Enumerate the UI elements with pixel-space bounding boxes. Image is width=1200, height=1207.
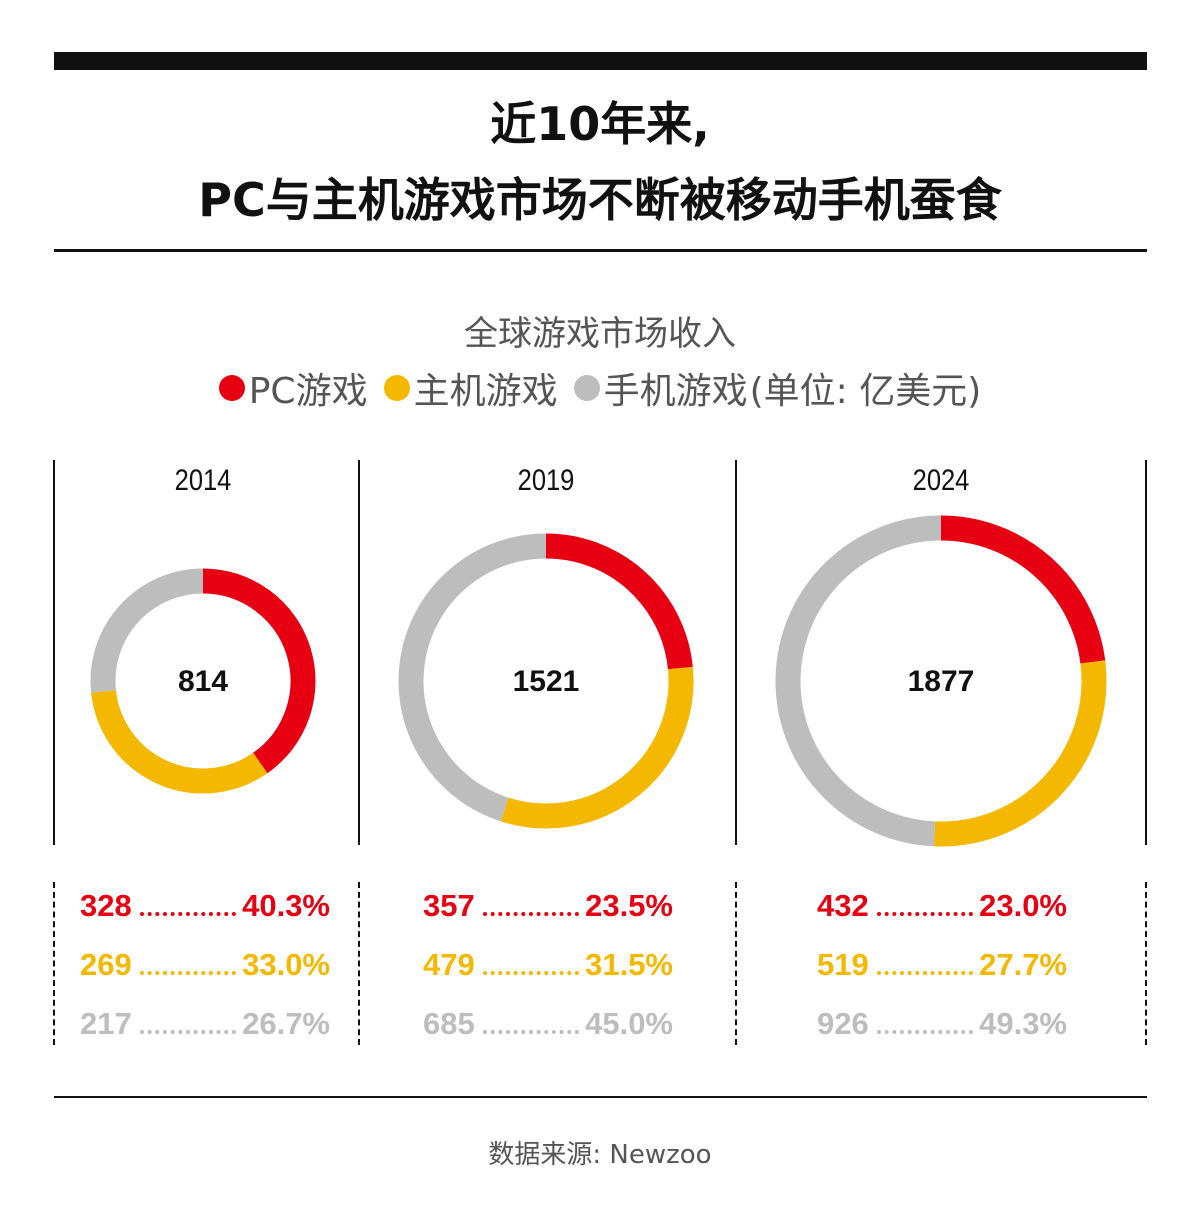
panel-divider bbox=[1145, 460, 1147, 845]
leader-dots bbox=[139, 971, 237, 975]
data-row-mobile: 685 45.0% bbox=[423, 1002, 673, 1042]
percent-label: 23.5% bbox=[585, 888, 673, 923]
total-label: 1521 bbox=[512, 665, 580, 698]
panel-divider bbox=[358, 460, 360, 845]
donut-slice-mobile bbox=[398, 533, 547, 822]
data-row-console: 479 31.5% bbox=[423, 943, 673, 983]
panel-divider-dashed bbox=[735, 882, 737, 1045]
panel-divider bbox=[735, 460, 737, 845]
percent-label: 31.5% bbox=[585, 947, 673, 982]
percent-label: 49.3% bbox=[979, 1006, 1067, 1041]
legend-dot-pc bbox=[218, 375, 245, 401]
leader-dots bbox=[876, 912, 974, 916]
year-label: 2019 bbox=[517, 464, 575, 497]
leader-dots bbox=[482, 1030, 580, 1034]
percent-label: 40.3% bbox=[242, 888, 330, 923]
title-line-1: 近10年来, bbox=[490, 97, 710, 151]
panel-divider bbox=[53, 460, 55, 845]
leader-dots bbox=[139, 1030, 237, 1034]
data-row-pc: 432 23.0% bbox=[817, 884, 1067, 924]
donut-slice-pc bbox=[202, 568, 316, 774]
leader-dots bbox=[876, 1030, 974, 1034]
donut-slice-pc bbox=[940, 515, 1106, 664]
leader-dots bbox=[482, 971, 580, 975]
title-line-2: PC与主机游戏市场不断被移动手机蚕食 bbox=[198, 173, 1002, 227]
source-note: 数据来源: Newzoo bbox=[488, 1140, 712, 1170]
chart-subtitle: 全球游戏市场收入 bbox=[464, 314, 736, 354]
value-label: 926 bbox=[817, 1006, 869, 1041]
percent-label: 23.0% bbox=[979, 888, 1067, 923]
legend-item-console: 主机游戏 bbox=[383, 362, 558, 414]
year-label: 2014 bbox=[174, 464, 232, 497]
legend-label-pc: PC游戏 bbox=[248, 371, 368, 412]
top-bar bbox=[54, 52, 1147, 70]
percent-label: 27.7% bbox=[979, 947, 1067, 982]
title-divider bbox=[54, 249, 1147, 252]
value-label: 217 bbox=[80, 1006, 132, 1041]
leader-dots bbox=[876, 971, 974, 975]
donut-slice-console bbox=[91, 689, 268, 794]
value-label: 479 bbox=[423, 947, 475, 982]
data-row-console: 269 33.0% bbox=[80, 943, 330, 983]
footer-divider bbox=[54, 1096, 1147, 1098]
leader-dots bbox=[482, 912, 580, 916]
legend-unit-note: (单位: 亿美元) bbox=[749, 371, 982, 412]
data-row-pc: 357 23.5% bbox=[423, 884, 673, 924]
panel-divider-dashed bbox=[53, 882, 55, 1045]
value-label: 269 bbox=[80, 947, 132, 982]
leader-dots bbox=[139, 912, 237, 916]
legend: PC游戏 主机游戏 手机游戏 (单位: 亿美元) bbox=[0, 362, 1200, 414]
legend-label-console: 主机游戏 bbox=[413, 371, 558, 412]
data-row-pc: 328 40.3% bbox=[80, 884, 330, 924]
year-label: 2024 bbox=[912, 464, 970, 497]
donut-slice-mobile bbox=[90, 568, 204, 693]
legend-dot-mobile bbox=[573, 375, 600, 401]
value-label: 685 bbox=[423, 1006, 475, 1041]
total-label: 1877 bbox=[907, 665, 975, 698]
value-label: 432 bbox=[817, 888, 869, 923]
data-row-mobile: 217 26.7% bbox=[80, 1002, 330, 1042]
value-label: 357 bbox=[423, 888, 475, 923]
panel-divider-dashed bbox=[358, 882, 360, 1045]
percent-label: 33.0% bbox=[242, 947, 330, 982]
value-label: 519 bbox=[817, 947, 869, 982]
donut-slice-console bbox=[934, 660, 1107, 847]
data-row-mobile: 926 49.3% bbox=[817, 1002, 1067, 1042]
donut-slice-pc bbox=[545, 533, 693, 670]
donut-slice-mobile bbox=[775, 515, 942, 847]
data-row-console: 519 27.7% bbox=[817, 943, 1067, 983]
donut-slice-console bbox=[500, 666, 694, 829]
total-label: 814 bbox=[177, 665, 229, 698]
panel-divider-dashed bbox=[1145, 882, 1147, 1045]
legend-dot-console bbox=[383, 375, 410, 401]
percent-label: 45.0% bbox=[585, 1006, 673, 1041]
percent-label: 26.7% bbox=[242, 1006, 330, 1041]
legend-label-mobile: 手机游戏 bbox=[603, 371, 748, 412]
value-label: 328 bbox=[80, 888, 132, 923]
legend-item-pc: PC游戏 bbox=[218, 362, 368, 414]
legend-item-mobile: 手机游戏 (单位: 亿美元) bbox=[573, 362, 982, 414]
